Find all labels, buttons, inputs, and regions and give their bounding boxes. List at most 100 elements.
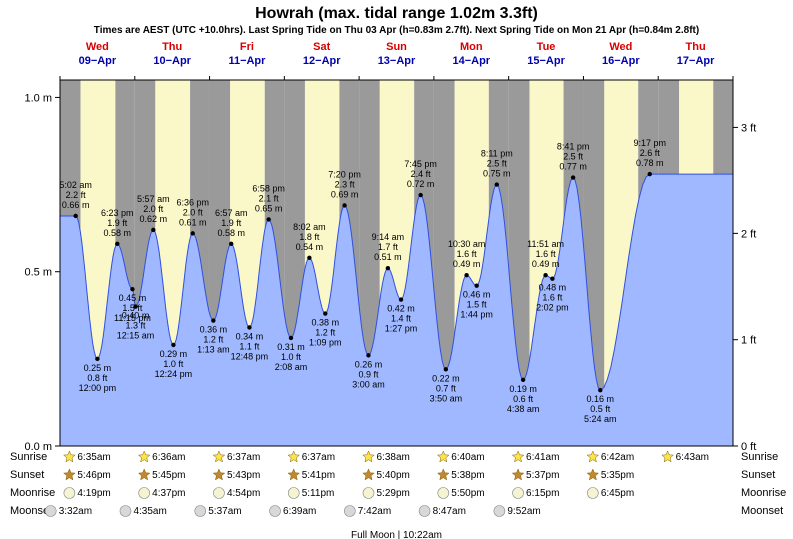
tide-value: 0.46 m: [463, 290, 491, 300]
tide-value: 1:13 am: [197, 345, 230, 355]
tide-value: 0.48 m: [539, 283, 567, 293]
moonrise-time: 4:37pm: [152, 488, 185, 499]
sunrise-icon: [662, 451, 673, 462]
moonset-time: 8:47am: [433, 506, 466, 517]
tide-value: 6:36 pm: [176, 197, 209, 207]
day-dow: Fri: [240, 41, 254, 53]
tide-value: 8:41 pm: [557, 142, 590, 152]
day-date: 16−Apr: [602, 55, 640, 67]
tide-value: 2.0 ft: [183, 207, 204, 217]
tide-value: 1.2 ft: [315, 328, 336, 338]
tide-value: 3:50 am: [430, 393, 463, 403]
sunrise-icon: [587, 451, 598, 462]
tide-value: 3:00 am: [352, 379, 385, 389]
day-dow: Thu: [686, 41, 706, 53]
y-right-tick: 1 ft: [741, 335, 756, 347]
tide-value: 0.5 ft: [590, 404, 611, 414]
moonset-icon: [45, 506, 56, 517]
day-date: 15−Apr: [527, 55, 565, 67]
tide-value: 12:15 am: [117, 331, 155, 341]
day-dow: Wed: [609, 41, 632, 53]
moonrise-time: 4:54pm: [227, 488, 260, 499]
tide-value: 2.6 ft: [640, 148, 661, 158]
sunrise-icon: [512, 451, 524, 462]
moonrise-time: 5:29pm: [377, 488, 410, 499]
day-dow: Sun: [386, 41, 407, 53]
tide-value: 0.54 m: [296, 242, 324, 252]
sunrise-icon: [139, 451, 150, 462]
sunrise-icon: [288, 451, 299, 462]
sunrise-icon: [438, 451, 449, 462]
tide-value: 1.6 ft: [457, 249, 478, 259]
tide-value: 2.5 ft: [487, 159, 508, 169]
day-dow: Mon: [460, 41, 483, 53]
moonset-icon: [419, 506, 430, 517]
tide-value: 0.62 m: [140, 214, 168, 224]
tide-value: 0.78 m: [636, 158, 664, 168]
tide-value: 0.9 ft: [358, 369, 379, 379]
moonset-icon: [195, 506, 206, 517]
tide-value: 0.49 m: [453, 259, 481, 269]
y-right-tick: 2 ft: [741, 228, 756, 240]
moonset-icon: [344, 506, 355, 517]
tide-value: 0.58 m: [104, 228, 132, 238]
moonrise-icon: [363, 488, 374, 499]
tide-value: 0.69 m: [331, 189, 359, 199]
sunset-icon: [288, 469, 299, 480]
moonrise-icon: [288, 488, 299, 499]
tide-value: 1.7 ft: [378, 242, 399, 252]
sunset-time: 5:45pm: [152, 470, 185, 481]
sunset-time: 5:41pm: [302, 470, 335, 481]
tide-value: 10:30 am: [448, 239, 486, 249]
moonrise-icon: [513, 488, 524, 499]
tide-value: 0.77 m: [559, 162, 587, 172]
sunset-time: 5:43pm: [227, 470, 260, 481]
tide-value: 0.38 m: [312, 318, 340, 328]
y-right-tick: 3 ft: [741, 122, 756, 134]
chart-subtitle: Times are AEST (UTC +10.0hrs). Last Spri…: [94, 25, 699, 36]
tide-chart: 5:02 am2.2 ft0.66 m0.25 m0.8 ft12:00 pm6…: [0, 0, 793, 539]
sunrise-time: 6:37am: [302, 452, 335, 463]
sunset-time: 5:40pm: [377, 470, 410, 481]
day-dow: Tue: [537, 41, 556, 53]
tide-value: 0.19 m: [509, 384, 537, 394]
tide-value: 12:00 pm: [79, 383, 117, 393]
tide-value: 0.6 ft: [513, 394, 534, 404]
tide-value: 0.42 m: [387, 304, 415, 314]
moonset-time: 6:39am: [283, 506, 316, 517]
tide-value: 5:24 am: [584, 414, 617, 424]
row-label-moonset-r: Moonset: [741, 505, 783, 517]
sunrise-time: 6:37am: [227, 452, 260, 463]
tide-value: 12:48 pm: [231, 351, 269, 361]
moonset-time: 4:35am: [133, 506, 166, 517]
row-label-sunrise-r: Sunrise: [741, 451, 778, 463]
day-date: 17−Apr: [677, 55, 715, 67]
sunset-icon: [512, 469, 524, 480]
day-date: 10−Apr: [153, 55, 191, 67]
tide-value: 2.5 ft: [563, 152, 584, 162]
sunrise-icon: [213, 451, 225, 462]
moonrise-time: 5:11pm: [302, 488, 335, 499]
tide-value: 0.51 m: [374, 252, 402, 262]
tide-value: 8:11 pm: [481, 149, 513, 159]
tide-value: 0.22 m: [432, 373, 460, 383]
tide-value: 0.45 m: [119, 293, 147, 303]
row-label-sunset: Sunset: [10, 469, 44, 481]
moonrise-time: 5:50pm: [451, 488, 484, 499]
sunrise-time: 6:43am: [676, 452, 709, 463]
moonset-icon: [270, 506, 281, 517]
tide-value: 1.4 ft: [391, 314, 412, 324]
moonrise-icon: [438, 488, 449, 499]
chart-title: Howrah (max. tidal range 1.02m 3.3ft): [255, 5, 538, 22]
tide-value: 2.2 ft: [66, 190, 87, 200]
day-dow: Wed: [86, 41, 109, 53]
y-left-tick: 0.5 m: [24, 267, 52, 279]
tide-value: 2.3 ft: [335, 179, 356, 189]
sunrise-time: 6:35am: [77, 452, 110, 463]
footer-moon-phase: Full Moon | 10:22am: [351, 530, 442, 539]
tide-value: 0.40 m: [122, 311, 150, 321]
row-label-sunrise: Sunrise: [10, 451, 47, 463]
tide-value: 1.1 ft: [239, 341, 260, 351]
tide-value: 9:14 am: [372, 232, 405, 242]
sunset-icon: [587, 469, 598, 480]
